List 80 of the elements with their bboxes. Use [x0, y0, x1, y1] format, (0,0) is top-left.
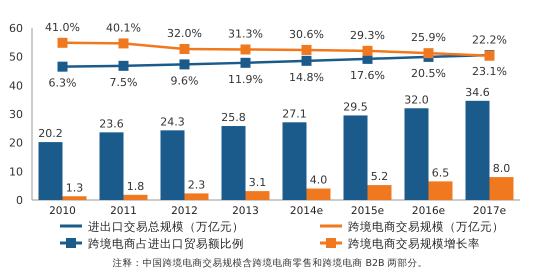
point [424, 48, 434, 58]
data-label: 9.6% [170, 74, 198, 88]
x-tick-label: 2010 [49, 205, 76, 217]
bar [38, 142, 62, 200]
bar [184, 193, 208, 200]
legend-label: 跨境电商交易规模（万亿元） [348, 220, 504, 234]
data-label: 4.0 [310, 174, 328, 187]
bar [404, 108, 428, 200]
data-label: 14.8% [289, 70, 324, 84]
bar [222, 126, 246, 200]
data-label: 6.5 [432, 166, 450, 180]
text: 注释：中国跨境电商交易规模含跨境电商零售和跨境电商 B2B 两部分。 [112, 257, 428, 269]
point [302, 56, 312, 66]
data-label: 20.2 [38, 127, 63, 140]
data-label: 32.0 [404, 93, 429, 106]
point [180, 44, 190, 54]
y-tick-label: 0 [16, 194, 23, 207]
bar [100, 132, 124, 200]
bar [160, 130, 184, 200]
bar [344, 115, 368, 200]
y-tick-label: 50 [9, 50, 23, 64]
x-tick-label: 2013 [232, 205, 259, 217]
data-label: 40.1% [106, 21, 141, 34]
data-label: 1.8 [126, 180, 144, 193]
data-label: 32.0% [167, 26, 202, 40]
bar [466, 100, 490, 200]
point [240, 44, 250, 54]
x-tick-label: 2012 [171, 205, 198, 217]
data-label: 11.9% [228, 72, 263, 86]
y-tick-label: 20 [9, 136, 23, 150]
point [240, 58, 250, 68]
data-label: 20.5% [411, 66, 446, 80]
data-label: 34.6 [465, 86, 490, 99]
data-label: 3.1 [248, 176, 266, 190]
data-label: 29.3% [350, 28, 385, 42]
data-label: 23.1% [472, 65, 507, 78]
point [180, 59, 190, 70]
bar [306, 188, 330, 200]
bar [368, 185, 392, 200]
data-label: 5.2 [370, 170, 388, 184]
x-tick-label: 2017e [472, 205, 506, 217]
legend-label: 跨境电商交易规模增长率 [348, 236, 480, 250]
data-label: 30.6% [289, 28, 324, 41]
data-label: 25.8 [221, 111, 246, 124]
legend-label: 进出口交易总规模（万亿元） [88, 220, 244, 234]
data-label: 1.3 [66, 181, 84, 194]
data-label: 27.1 [282, 107, 307, 120]
data-label: 17.6% [350, 68, 385, 82]
point [362, 46, 372, 56]
bar [428, 181, 452, 200]
point [118, 38, 128, 48]
point [302, 44, 312, 55]
data-label: 29.5 [343, 100, 368, 114]
data-label: 25.9% [411, 31, 446, 44]
bar [246, 191, 270, 200]
x-tick-label: 2016e [412, 205, 446, 217]
bar [124, 194, 148, 200]
point [58, 62, 68, 72]
y-tick-label: 60 [9, 22, 23, 35]
data-label: 24.3 [160, 115, 185, 128]
data-label: 6.3% [48, 76, 76, 90]
data-label: 22.2% [472, 34, 507, 47]
data-label: 23.6 [99, 117, 124, 130]
y-tick-label: 30 [9, 108, 23, 121]
x-tick-label: 2011 [110, 205, 137, 217]
y-tick-label: 10 [9, 165, 23, 178]
bar [490, 177, 514, 200]
point [58, 38, 68, 48]
x-tick-label: 2015e [350, 205, 384, 217]
data-label: 8.0 [492, 162, 510, 176]
data-label: 2.3 [188, 178, 206, 192]
data-label: 41.0% [45, 20, 80, 34]
bar [282, 122, 306, 200]
y-tick-label: 40 [9, 79, 23, 92]
data-label: 7.5% [110, 76, 138, 89]
point [118, 60, 128, 71]
x-tick-label: 2014e [290, 205, 324, 217]
bar [62, 196, 86, 200]
legend-label: 跨境电商占进出口贸易额比例 [88, 236, 244, 250]
data-label: 31.3% [228, 27, 263, 40]
